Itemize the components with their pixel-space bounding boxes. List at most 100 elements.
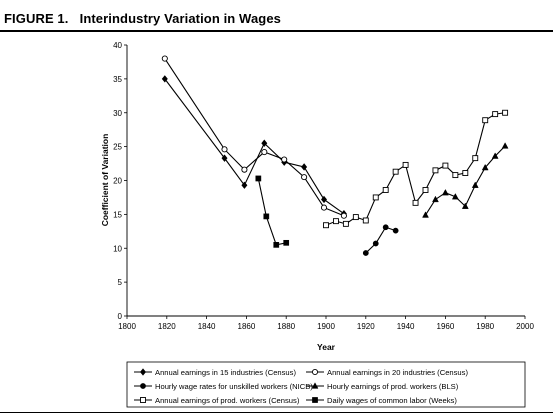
x-tick-label: 1800 xyxy=(118,322,136,331)
data-point xyxy=(362,217,369,224)
data-point xyxy=(422,211,429,218)
data-point xyxy=(281,156,288,163)
data-point xyxy=(261,139,268,147)
data-point xyxy=(372,240,379,247)
data-point xyxy=(340,212,347,219)
data-point xyxy=(161,75,168,83)
data-point xyxy=(491,152,499,159)
data-point xyxy=(221,146,228,153)
data-point xyxy=(301,174,308,181)
y-tick-label: 35 xyxy=(113,75,122,84)
y-tick-label: 30 xyxy=(113,109,122,118)
legend-box xyxy=(126,361,526,408)
x-tick-label: 1880 xyxy=(277,322,295,331)
series-line xyxy=(325,112,506,226)
data-point xyxy=(273,242,280,248)
data-point xyxy=(301,163,308,171)
data-point xyxy=(241,166,248,173)
header-rule xyxy=(0,30,553,32)
data-point xyxy=(492,111,499,118)
data-point xyxy=(382,187,389,193)
data-point xyxy=(342,220,349,227)
data-point xyxy=(221,154,228,162)
data-point xyxy=(362,250,369,256)
data-point xyxy=(241,181,248,189)
data-point xyxy=(352,214,359,221)
data-point xyxy=(402,161,409,168)
data-point xyxy=(461,202,469,209)
legend-marker xyxy=(311,368,319,376)
data-point xyxy=(422,187,429,193)
data-point xyxy=(255,175,262,182)
legend-marker xyxy=(311,382,319,389)
series-line xyxy=(164,78,345,215)
data-point xyxy=(412,199,419,206)
series-group xyxy=(362,224,399,256)
x-tick-label: 1940 xyxy=(397,322,415,331)
chart-axes xyxy=(126,45,525,317)
x-tick-label: 1900 xyxy=(317,322,335,331)
x-tick-label: 2000 xyxy=(516,322,534,331)
x-tick-label: 1860 xyxy=(238,322,256,331)
series-group xyxy=(323,109,509,229)
legend-label: Hourly wage rates for unskilled workers … xyxy=(155,382,313,391)
y-tick-label: 15 xyxy=(113,210,122,219)
data-point xyxy=(432,167,439,174)
bottom-rule xyxy=(0,412,553,413)
y-tick-label: 0 xyxy=(118,312,123,321)
data-point xyxy=(333,218,339,225)
figure-title: FIGURE 1. Interindustry Variation in Wag… xyxy=(4,11,281,26)
chart-series xyxy=(161,55,509,256)
data-point xyxy=(283,239,290,246)
legend-label: Annual earnings of prod. workers (Census… xyxy=(155,396,300,405)
x-tick-label: 1960 xyxy=(437,322,455,331)
data-point xyxy=(451,193,459,200)
figure-label: FIGURE 1. xyxy=(4,11,69,26)
y-tick-label: 25 xyxy=(113,143,122,152)
legend-label: Annual earnings in 20 industries (Census… xyxy=(327,368,468,377)
legend-marker xyxy=(140,397,146,403)
data-point xyxy=(442,162,449,169)
data-point xyxy=(263,213,270,220)
data-point xyxy=(432,195,439,203)
data-point xyxy=(471,181,479,188)
legend-marker xyxy=(140,383,146,389)
data-point xyxy=(161,55,168,62)
figure-title-text: Interindustry Variation in Wages xyxy=(79,11,281,26)
data-point xyxy=(462,170,469,176)
data-point xyxy=(323,222,329,229)
y-tick-label: 20 xyxy=(113,177,122,186)
legend-label: Hourly earnings of prod. workers (BLS) xyxy=(327,382,459,391)
data-point xyxy=(502,109,509,116)
data-point xyxy=(392,168,399,175)
series-group xyxy=(422,142,509,218)
legend: Annual earnings in 15 industries (Census… xyxy=(134,368,468,405)
x-tick-label: 1820 xyxy=(158,322,176,331)
series-line xyxy=(257,178,287,246)
legend-marker xyxy=(140,368,146,376)
data-point xyxy=(482,117,489,124)
y-tick-label: 40 xyxy=(113,41,122,50)
y-tick-label: 10 xyxy=(113,244,122,253)
y-axis-label: Coefficient of Variation xyxy=(100,134,110,227)
series-group xyxy=(255,175,290,248)
data-point xyxy=(452,172,459,179)
series-line xyxy=(164,58,345,217)
chart-ticks: 0 5 10 15 20 25 30 35 40 1800 1820 1840 1860 1880 1900… xyxy=(113,41,534,331)
data-point xyxy=(481,163,489,171)
data-point xyxy=(321,195,327,204)
data-point xyxy=(392,227,399,234)
x-tick-label: 1980 xyxy=(476,322,494,331)
x-axis-label: Year xyxy=(317,342,336,352)
legend-marker xyxy=(312,397,318,403)
data-point xyxy=(382,224,389,231)
x-tick-label: 1840 xyxy=(198,322,216,331)
data-point xyxy=(372,194,379,201)
legend-label: Daily wages of common labor (Weeks) xyxy=(327,396,457,405)
data-point xyxy=(501,142,509,149)
data-point xyxy=(472,155,479,162)
series-line xyxy=(365,226,396,254)
data-point xyxy=(261,148,268,156)
data-point xyxy=(320,204,328,211)
